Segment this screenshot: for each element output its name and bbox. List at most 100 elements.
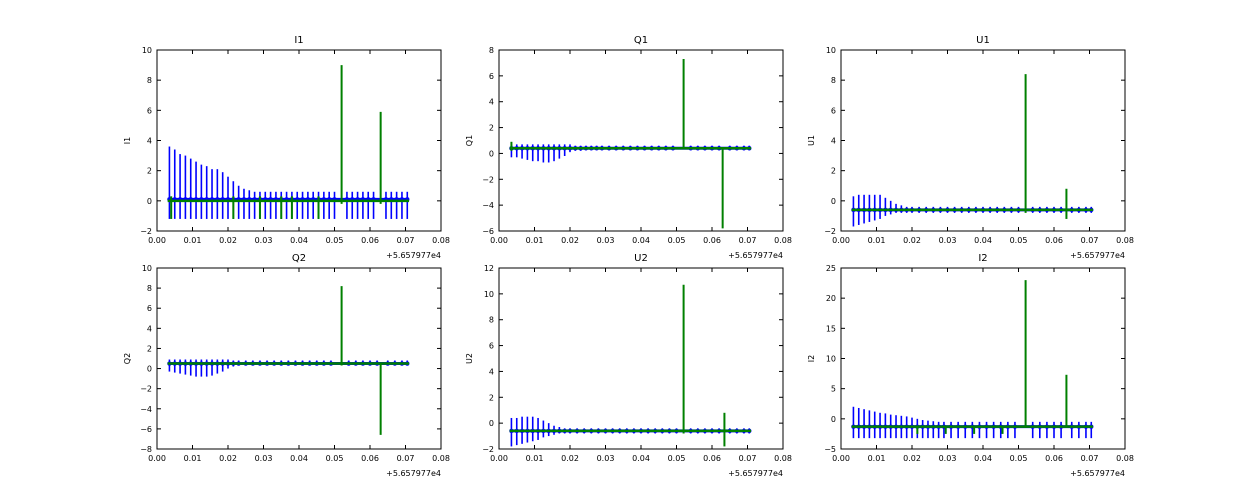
y-axis-label: Q1 <box>465 135 474 146</box>
y-tick-label: 6 <box>831 106 836 115</box>
y-tick-label: 0 <box>831 415 836 424</box>
y-axis-label: Q2 <box>123 353 132 364</box>
y-tick-label: 10 <box>826 355 836 364</box>
subplot-I1: 0.00 0.01 0.02 0.03 0.04 0.05 0.06 0.07 0.08 −2 0 2… <box>123 35 450 260</box>
y-tick-label: 2 <box>489 393 494 402</box>
axes-frame <box>840 49 1126 232</box>
series-green <box>851 280 1094 434</box>
x-tick-label: 0.08 <box>774 236 792 245</box>
y-tick-label: 6 <box>489 72 494 81</box>
x-tick-label: 0.04 <box>290 236 308 245</box>
y-tick-label: −2 <box>140 227 152 236</box>
plot-area <box>509 284 752 447</box>
x-tick-label: 0.01 <box>526 454 544 463</box>
x-tick-label: 0.07 <box>397 236 415 245</box>
x-tick-label: 0.04 <box>632 454 650 463</box>
y-tick-label: 4 <box>489 367 494 376</box>
series-green <box>167 286 410 435</box>
subplot-title: U1 <box>976 35 990 46</box>
series-green <box>167 65 410 219</box>
x-tick-label: 0.04 <box>290 454 308 463</box>
y-axis-label: I2 <box>807 355 816 362</box>
x-tick-label: 0.08 <box>1116 236 1134 245</box>
axes-frame <box>498 267 784 450</box>
y-tick-label: 25 <box>826 264 836 273</box>
x-tick-label: 0.02 <box>219 236 237 245</box>
y-tick-label: −4 <box>140 405 152 414</box>
x-tick-label: 0.00 <box>490 454 508 463</box>
x-tick-label: 0.05 <box>668 454 686 463</box>
y-tick-label: 4 <box>147 137 152 146</box>
y-tick-label: 2 <box>147 167 152 176</box>
y-tick-label: −8 <box>140 445 152 454</box>
y-tick-label: −6 <box>482 227 494 236</box>
x-tick-label: 0.08 <box>432 454 450 463</box>
x-tick-label: 0.02 <box>561 236 579 245</box>
x-offset-label: +5.657977e4 <box>386 251 441 260</box>
subplot-I2: 0.00 0.01 0.02 0.03 0.04 0.05 0.06 0.07 0.08 −5 0 5… <box>807 253 1134 478</box>
x-tick-label: 0.00 <box>148 236 166 245</box>
x-offset-label: +5.657977e4 <box>386 469 441 478</box>
x-tick-label: 0.03 <box>255 236 273 245</box>
x-tick-label: 0.07 <box>1081 236 1099 245</box>
y-tick-label: 10 <box>142 264 152 273</box>
axes-frame <box>156 49 442 232</box>
series-blue <box>167 359 410 377</box>
y-tick-label: 2 <box>147 344 152 353</box>
x-tick-label: 0.01 <box>868 454 886 463</box>
x-tick-label: 0.02 <box>561 454 579 463</box>
y-tick-label: −2 <box>482 445 494 454</box>
x-offset-label: +5.657977e4 <box>728 251 783 260</box>
subplot-title: I2 <box>978 253 987 264</box>
y-tick-label: 4 <box>489 98 494 107</box>
y-tick-label: 0 <box>831 197 836 206</box>
series-blue <box>167 146 410 219</box>
plot-area <box>167 65 410 219</box>
axes-frame <box>156 267 442 450</box>
y-tick-label: 4 <box>147 324 152 333</box>
x-tick-label: 0.05 <box>326 236 344 245</box>
x-tick-label: 0.05 <box>326 454 344 463</box>
x-tick-label: 0.05 <box>1010 454 1028 463</box>
y-tick-label: −6 <box>140 425 152 434</box>
series-green <box>851 74 1094 219</box>
y-tick-label: 5 <box>831 385 836 394</box>
y-axis-label: I1 <box>123 137 132 144</box>
x-tick-label: 0.06 <box>1045 454 1063 463</box>
x-tick-label: 0.00 <box>490 236 508 245</box>
x-tick-label: 0.08 <box>774 454 792 463</box>
y-tick-label: 8 <box>489 316 494 325</box>
subplot-U2: 0.00 0.01 0.02 0.03 0.04 0.05 0.06 0.07 0.08 −2 0 2… <box>465 253 792 478</box>
x-tick-label: 0.02 <box>903 236 921 245</box>
x-tick-label: 0.05 <box>1010 236 1028 245</box>
x-tick-label: 0.00 <box>832 236 850 245</box>
y-tick-label: 0 <box>147 197 152 206</box>
y-tick-label: 0 <box>489 419 494 428</box>
x-tick-label: 0.07 <box>1081 454 1099 463</box>
x-tick-label: 0.04 <box>974 236 992 245</box>
series-green <box>509 59 752 229</box>
x-tick-label: 0.07 <box>397 454 415 463</box>
x-tick-label: 0.06 <box>703 236 721 245</box>
x-tick-label: 0.00 <box>148 454 166 463</box>
x-tick-label: 0.03 <box>597 236 615 245</box>
x-tick-label: 0.03 <box>939 236 957 245</box>
x-offset-label: +5.657977e4 <box>1070 251 1125 260</box>
y-tick-label: 6 <box>489 342 494 351</box>
y-tick-label: 20 <box>826 294 836 303</box>
y-tick-label: −2 <box>824 227 836 236</box>
y-tick-label: 10 <box>826 46 836 55</box>
subplot-title: Q2 <box>292 253 306 264</box>
y-tick-label: −2 <box>140 385 152 394</box>
series-blue <box>851 406 1094 439</box>
series-green <box>509 284 752 447</box>
plot-area <box>851 74 1094 227</box>
x-offset-label: +5.657977e4 <box>728 469 783 478</box>
y-tick-label: −2 <box>482 175 494 184</box>
x-tick-label: 0.01 <box>868 236 886 245</box>
x-tick-label: 0.05 <box>668 236 686 245</box>
y-tick-label: 2 <box>831 167 836 176</box>
y-tick-label: 0 <box>489 149 494 158</box>
x-tick-label: 0.04 <box>974 454 992 463</box>
